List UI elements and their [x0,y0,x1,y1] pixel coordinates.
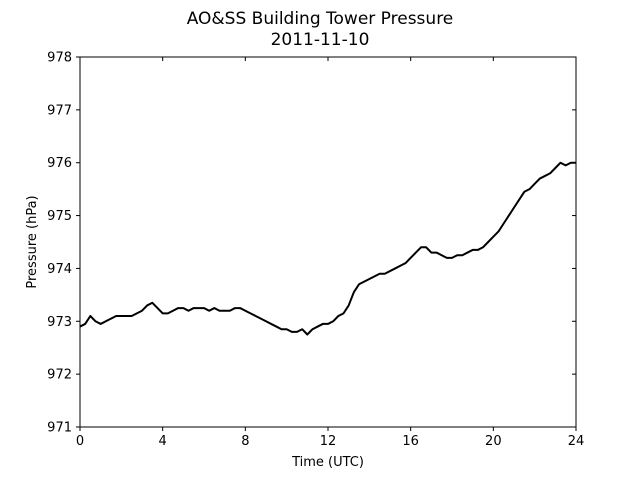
y-tick-label: 977 [47,103,72,118]
y-tick-label: 973 [47,315,72,330]
x-tick-label: 0 [76,434,84,449]
x-tick-label: 20 [485,434,502,449]
y-tick-label: 972 [47,368,72,383]
y-tick-label: 974 [47,262,72,277]
y-tick-label: 975 [47,209,72,224]
y-tick-label: 976 [47,156,72,171]
y-tick-label: 971 [47,421,72,436]
y-axis-label: Pressure (hPa) [25,195,40,288]
x-tick-label: 8 [241,434,249,449]
y-axis: 971 972 973 974 975 976 977 978 [47,51,576,436]
chart-subtitle: 2011-11-10 [271,30,370,50]
x-tick-label: 16 [402,434,419,449]
pressure-series [79,161,576,336]
x-tick-label: 12 [320,434,337,449]
x-axis-label: Time (UTC) [291,455,364,470]
series-line-0 [79,161,576,336]
x-tick-label: 4 [159,434,167,449]
y-tick-label: 978 [47,51,72,66]
chart-title: AO&SS Building Tower Pressure [187,9,454,29]
plot-frame [79,56,577,428]
x-axis: 0 4 8 12 16 20 24 [76,57,584,449]
x-tick-label: 24 [568,434,585,449]
